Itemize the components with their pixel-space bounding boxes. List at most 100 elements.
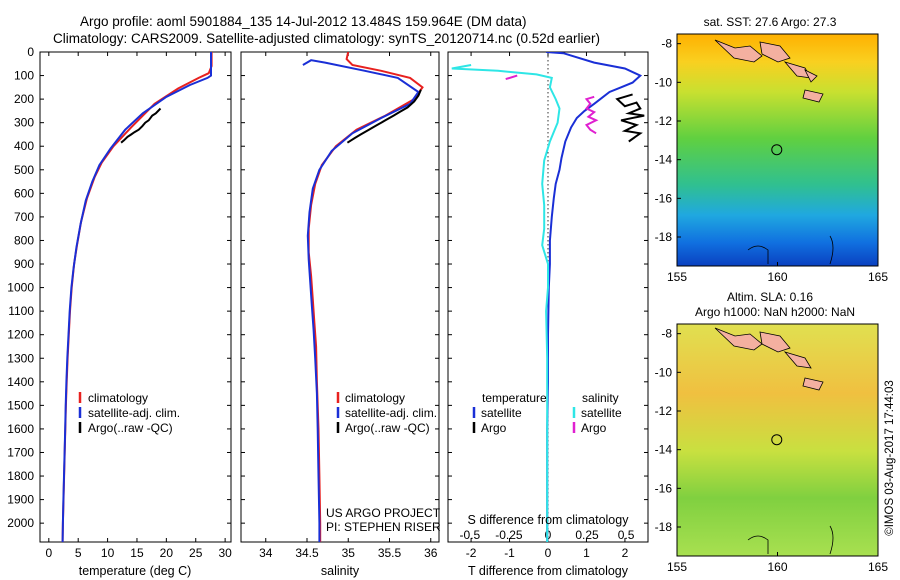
s-diff-tick-label: -0.25 — [495, 528, 523, 542]
x-axis-ticks: 0 5 10 15 20 25 30 34 34.5 35 35.5 36 -2 -1 0 1 2 -0.5 -0.… — [45, 52, 635, 560]
t-difference-axis-label: T difference from climatology — [468, 564, 629, 578]
map-y-tick-label: -16 — [655, 191, 673, 205]
x-tick-label: 25 — [189, 546, 203, 560]
series-line-satellite-adj-clim- — [61, 52, 212, 542]
x-tick-label: 2 — [622, 546, 629, 560]
coast-contour — [829, 235, 834, 265]
legend-t-satellite: satellite — [481, 406, 522, 420]
x-tick-label: 34 — [259, 546, 273, 560]
figure-title-line1: Argo profile: aoml 5901884_135 14-Jul-20… — [80, 14, 527, 29]
y-tick-label: 600 — [14, 186, 34, 200]
y-tick-label: 1100 — [8, 304, 34, 318]
map-x-tick-label: 165 — [868, 560, 888, 574]
x-tick-label: 35.5 — [378, 546, 402, 560]
pi-label: PI: STEPHEN RISER — [326, 520, 441, 534]
y-tick-label: 200 — [14, 92, 34, 106]
map-y-tick-label: -12 — [655, 404, 673, 418]
map-x-tick-label: 160 — [767, 560, 787, 574]
legend-salinity-title: salinity — [582, 391, 619, 405]
map-y-tick-label: -12 — [655, 114, 673, 128]
x-tick-label: 36 — [424, 546, 438, 560]
x-tick-label: 1 — [583, 546, 590, 560]
sla-map-subtitle: Argo h1000: NaN h2000: NaN — [695, 305, 855, 319]
map-y-tick-label: -18 — [655, 230, 673, 244]
y-tick-label: 1800 — [7, 469, 34, 483]
difference-legend: temperature satellite Argo salinity sate… — [472, 391, 622, 435]
map-y-tick-label: -16 — [655, 481, 673, 495]
x-tick-label: 5 — [75, 546, 82, 560]
y-tick-label: 2000 — [7, 516, 34, 530]
legend-climatology: climatology — [345, 391, 405, 405]
sst-map-ticks: 155 160 165 -8 -10 -12 -14 -16 -18 — [655, 37, 889, 284]
legend-temperature-title: temperature — [482, 391, 547, 405]
y-tick-label: 400 — [14, 139, 34, 153]
series-line-satellite-adj-clim- — [302, 59, 420, 542]
x-tick-label: 10 — [101, 546, 115, 560]
profile-series — [61, 52, 645, 542]
map-y-tick-label: -18 — [655, 520, 673, 534]
imos-timestamp: ©IMOS 03-Aug-2017 17:44:03 — [884, 380, 896, 536]
coast-contour — [747, 535, 769, 554]
y-tick-label: 1300 — [7, 351, 34, 365]
series-line-s-satellite — [451, 64, 561, 542]
x-tick-label: 20 — [160, 546, 174, 560]
salinity-plot-frame — [240, 51, 440, 543]
series-line-argo-raw-qc- — [120, 107, 162, 144]
y-tick-label: 1700 — [7, 445, 34, 459]
x-tick-label: 30 — [218, 546, 232, 560]
map-y-tick-label: -14 — [655, 153, 673, 167]
coast-contour — [747, 245, 769, 264]
legend-s-argo: Argo — [581, 421, 607, 435]
x-tick-label: 0 — [545, 546, 552, 560]
series-line-s-argo — [584, 95, 599, 135]
float-position-marker — [771, 434, 783, 446]
series-line-t-argo — [615, 93, 645, 143]
y-tick-label: 1500 — [7, 398, 34, 412]
sla-map — [676, 323, 879, 557]
series-line-argo-raw-qc- — [346, 89, 422, 144]
y-tick-label: 1200 — [7, 328, 34, 342]
map-x-tick-label: 165 — [868, 270, 888, 284]
y-tick-label: 100 — [14, 69, 34, 83]
y-tick-label: 500 — [14, 163, 34, 177]
y-tick-label: 1600 — [7, 422, 34, 436]
y-tick-label: 1400 — [7, 375, 34, 389]
salinity-series-group — [302, 52, 424, 542]
y-tick-label: 1900 — [7, 493, 34, 507]
island-shape — [759, 41, 791, 63]
y-tick-label: 1000 — [7, 281, 34, 295]
s-diff-tick-label: 0.5 — [618, 528, 635, 542]
salinity-axis-label: salinity — [321, 564, 360, 578]
coast-contour — [829, 525, 834, 555]
map-x-tick-label: 155 — [667, 560, 687, 574]
map-x-tick-label: 160 — [767, 270, 787, 284]
s-diff-tick-label: 0.25 — [575, 528, 599, 542]
legend-s-satellite: satellite — [581, 406, 622, 420]
legend-satellite-adj: satellite-adj. clim. — [345, 406, 437, 420]
x-tick-label: 35 — [342, 546, 356, 560]
legend-argo: Argo(..raw -QC) — [345, 421, 430, 435]
y-tick-label: 300 — [14, 116, 34, 130]
salinity-legend: climatology satellite-adj. clim. Argo(..… — [336, 391, 437, 435]
depth-axis-ticks: 0 100 200 300 400 500 600 700 800 900 1000 1100 1200… — [7, 45, 648, 530]
temperature-axis-label: temperature (deg C) — [79, 564, 192, 578]
temperature-series-group — [61, 52, 213, 542]
difference-series-group — [451, 52, 645, 542]
x-tick-label: 15 — [130, 546, 144, 560]
island-shape — [802, 89, 824, 103]
float-position-marker — [771, 144, 783, 156]
sst-map-title: sat. SST: 27.6 Argo: 27.3 — [704, 15, 837, 29]
s-diff-tick-label: -0.5 — [460, 528, 481, 542]
island-shape — [802, 377, 824, 391]
y-tick-label: 800 — [14, 233, 34, 247]
figure-title-line2: Climatology: CARS2009. Satellite-adjuste… — [53, 31, 600, 46]
map-y-tick-label: -14 — [655, 443, 673, 457]
map-y-tick-label: -10 — [655, 75, 673, 89]
legend-satellite-adj: satellite-adj. clim. — [88, 406, 180, 420]
legend-argo: Argo(..raw -QC) — [88, 421, 173, 435]
island-shape — [783, 351, 812, 369]
map-y-tick-label: -8 — [661, 327, 672, 341]
island-shape — [714, 39, 763, 63]
sla-map-ticks: 155 160 165 -8 -10 -12 -14 -16 -18 — [655, 327, 889, 574]
